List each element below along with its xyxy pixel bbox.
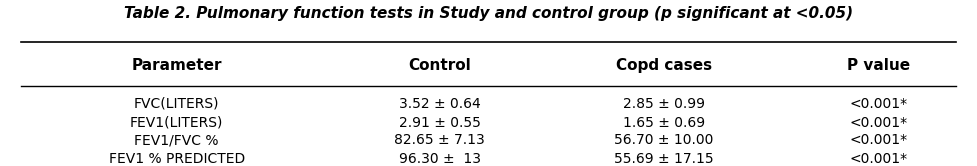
- Text: 55.69 ± 17.15: 55.69 ± 17.15: [615, 152, 713, 166]
- Text: 96.30 ±  13: 96.30 ± 13: [399, 152, 481, 166]
- Text: 1.65 ± 0.69: 1.65 ± 0.69: [622, 116, 705, 130]
- Text: 2.91 ± 0.55: 2.91 ± 0.55: [399, 116, 481, 130]
- Text: FVC(LITERS): FVC(LITERS): [134, 97, 220, 111]
- Text: 2.85 ± 0.99: 2.85 ± 0.99: [623, 97, 704, 111]
- Text: FEV1(LITERS): FEV1(LITERS): [130, 116, 224, 130]
- Text: <0.001*: <0.001*: [849, 97, 908, 111]
- Text: Table 2. Pulmonary function tests in Study and control group (p significant at <: Table 2. Pulmonary function tests in Stu…: [124, 6, 853, 21]
- Text: Copd cases: Copd cases: [616, 58, 712, 73]
- Text: P value: P value: [847, 58, 910, 73]
- Text: FEV1 % PREDICTED: FEV1 % PREDICTED: [108, 152, 245, 166]
- Text: 3.52 ± 0.64: 3.52 ± 0.64: [399, 97, 481, 111]
- Text: 82.65 ± 7.13: 82.65 ± 7.13: [395, 133, 486, 147]
- Text: <0.001*: <0.001*: [849, 152, 908, 166]
- Text: Parameter: Parameter: [132, 58, 222, 73]
- Text: 56.70 ± 10.00: 56.70 ± 10.00: [615, 133, 713, 147]
- Text: <0.001*: <0.001*: [849, 133, 908, 147]
- Text: Control: Control: [408, 58, 471, 73]
- Text: FEV1/FVC %: FEV1/FVC %: [135, 133, 219, 147]
- Text: <0.001*: <0.001*: [849, 116, 908, 130]
